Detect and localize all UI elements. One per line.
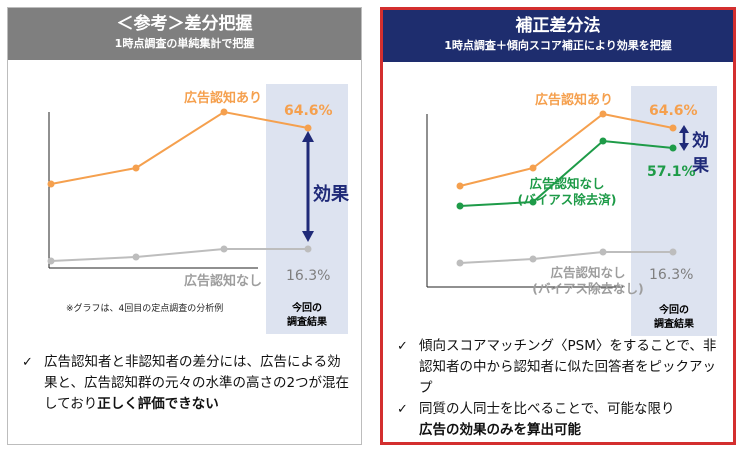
aware-point	[220, 108, 228, 116]
aware-point	[456, 182, 464, 190]
aware-label: 広告認知あり	[535, 92, 613, 108]
reference-bullets: ✓ 広告認知者と非認知者の差分には、広告による効果と、広告認知群の元々の水準の高…	[18, 352, 353, 415]
reference-title: ＜参考＞差分把握	[116, 14, 253, 34]
reference-subtitle: 1時点調査の単純集計で把握	[114, 37, 255, 50]
check-icon: ✓	[397, 402, 408, 417]
current-result-highlight	[631, 86, 717, 336]
aware-point	[529, 164, 537, 172]
aware-value: 64.6%	[284, 103, 333, 119]
effect-arrow-head-bottom	[302, 231, 314, 242]
corrected-value: 57.1%	[647, 164, 696, 180]
corrected-point	[669, 144, 677, 152]
correction-title: 補正差分法	[515, 16, 601, 36]
current-result-label-1: 今回の	[658, 303, 689, 316]
correction-chart: 効 果 広告認知あり 64.6% 広告認知なし (バイアス除去済) 57.1% …	[426, 86, 717, 336]
effect-label: 効果	[313, 183, 350, 205]
corrected-point	[456, 202, 464, 210]
aware-point	[304, 124, 312, 132]
correction-subtitle: 1時点調査＋傾向スコア補正により効果を把握	[444, 39, 672, 52]
corrected-point	[599, 137, 607, 145]
unaware-series-line	[50, 248, 308, 262]
correction-bullets: ✓ 傾向スコアマッチング〈PSM〉をすることで、非認知者の中から認知者に似た回答…	[393, 336, 725, 441]
aware-series-line	[459, 112, 674, 187]
current-result-label-2: 調査結果	[287, 315, 328, 328]
unaware-point	[47, 257, 55, 265]
check-icon: ✓	[22, 355, 33, 370]
check-icon: ✓	[397, 339, 408, 354]
aware-point	[599, 110, 607, 118]
effect-arrow-head-top	[679, 125, 689, 133]
unaware-value: 16.3%	[286, 268, 330, 284]
aware-point	[132, 164, 140, 172]
corrected-series-line	[459, 139, 674, 207]
unaware-label: 広告認知なし	[184, 273, 262, 289]
aware-point	[47, 180, 55, 188]
current-result-label-1: 今回の	[291, 301, 322, 314]
corrected-label-2: (バイアス除去済)	[518, 192, 617, 207]
effect-char-2: 果	[692, 156, 709, 176]
effect-arrow-head-top	[302, 131, 314, 142]
reference-chart: 効果 広告認知あり 64.6% 広告認知なし 16.3% ※グラフは、4回目の定…	[47, 84, 350, 334]
uncorrected-series-line	[459, 251, 673, 264]
correction-header: 補正差分法 1時点調査＋傾向スコア補正により効果を把握	[383, 10, 733, 62]
reference-panel: ＜参考＞差分把握 1時点調査の単純集計で把握 効果 広告認知あり 64.6% 広…	[7, 7, 362, 445]
uncorrected-point	[599, 248, 607, 256]
uncorrected-point	[669, 248, 677, 256]
reference-header: ＜参考＞差分把握 1時点調査の単純集計で把握	[8, 8, 361, 60]
bullet-item: ✓ 広告認知者と非認知者の差分には、広告による効果と、広告認知群の元々の水準の高…	[22, 354, 350, 412]
aware-series-line	[50, 110, 309, 185]
aware-label: 広告認知あり	[184, 90, 262, 106]
uncorrected-point	[456, 259, 464, 267]
unaware-point	[220, 245, 228, 253]
corrected-point	[529, 198, 537, 206]
unaware-value: 16.3%	[649, 267, 693, 283]
uncorrected-label-2: (バイアス除去なし)	[532, 281, 643, 296]
bullet-item: ✓ 傾向スコアマッチング〈PSM〉をすることで、非認知者の中から認知者に似た回答…	[397, 338, 717, 396]
uncorrected-label-1: 広告認知なし	[550, 265, 625, 280]
correction-panel: 補正差分法 1時点調査＋傾向スコア補正により効果を把握 効 果 広告認知あり 6…	[380, 7, 736, 445]
current-result-label-2: 調査結果	[654, 317, 695, 330]
bullet-item: ✓ 同質の人同士を比べることで、可能な限り 広告の効果のみを算出可能	[397, 401, 675, 438]
unaware-point	[132, 253, 140, 261]
corrected-label-1: 広告認知なし	[529, 176, 604, 191]
uncorrected-point	[529, 255, 537, 263]
aware-point	[669, 124, 677, 132]
effect-arrow-head-bottom	[679, 143, 689, 151]
aware-value: 64.6%	[649, 103, 698, 119]
unaware-point	[304, 245, 312, 253]
effect-char-1: 効	[692, 130, 709, 151]
chart-note: ※グラフは、4回目の定点調査の分析例	[66, 302, 223, 314]
